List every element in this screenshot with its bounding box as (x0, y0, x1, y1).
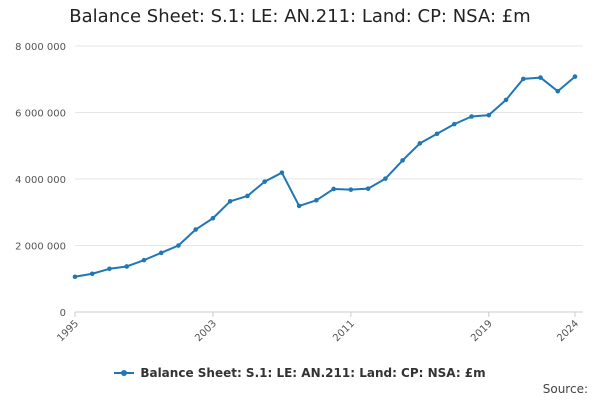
data-point[interactable] (296, 203, 302, 209)
x-tick-label: 2024 (555, 318, 581, 344)
y-tick-label: 6 000 000 (15, 109, 66, 120)
grid-lines (75, 45, 583, 246)
data-point[interactable] (434, 131, 440, 137)
data-point[interactable] (555, 88, 561, 94)
data-point[interactable] (107, 266, 112, 272)
data-point[interactable] (262, 179, 267, 184)
legend-label: Balance Sheet: S.1: LE: AN.211: Land: CP… (140, 366, 486, 380)
series-line (74, 75, 576, 278)
data-point[interactable] (279, 170, 285, 175)
data-point[interactable] (176, 243, 181, 248)
data-point[interactable] (400, 158, 405, 163)
y-axis: 0 2 000 000 4 000 000 6 000 000 8 000 000 (15, 42, 66, 319)
data-point[interactable] (245, 193, 250, 199)
chart-title: Balance Sheet: S.1: LE: AN.211: Land: CP… (69, 6, 531, 27)
x-tick-label: 2019 (469, 318, 495, 344)
data-point[interactable] (452, 121, 457, 127)
x-axis: 1995 2003 2011 2019 2024 (55, 311, 583, 344)
series-layer (72, 74, 578, 280)
data-point[interactable] (417, 141, 423, 146)
data-point[interactable] (383, 176, 388, 181)
data-point[interactable] (193, 227, 198, 232)
data-point[interactable] (314, 197, 319, 203)
data-point[interactable] (469, 114, 474, 119)
data-point[interactable] (124, 264, 130, 269)
data-point[interactable] (572, 74, 578, 79)
data-point[interactable] (331, 186, 336, 192)
data-point[interactable] (141, 257, 147, 263)
x-tick-label: 1995 (55, 318, 81, 344)
y-tick-label: 2 000 000 (15, 242, 66, 253)
source-label: Source: (542, 382, 588, 396)
y-tick-label: 0 (60, 308, 66, 319)
data-point[interactable] (486, 112, 492, 118)
data-point[interactable] (365, 186, 371, 191)
data-point[interactable] (210, 215, 216, 221)
data-point[interactable] (503, 97, 509, 103)
data-point[interactable] (538, 75, 543, 80)
data-point[interactable] (72, 274, 78, 280)
legend[interactable]: Balance Sheet: S.1: LE: AN.211: Land: CP… (0, 366, 600, 380)
x-tick-label: 2003 (193, 318, 219, 344)
data-point[interactable] (89, 271, 95, 277)
y-tick-label: 8 000 000 (15, 42, 66, 53)
data-point[interactable] (520, 76, 526, 82)
y-tick-label: 4 000 000 (15, 175, 66, 186)
data-point[interactable] (348, 187, 354, 192)
data-point[interactable] (227, 198, 233, 204)
x-tick-label: 2011 (331, 318, 357, 344)
data-point[interactable] (158, 250, 164, 256)
legend-swatch (114, 368, 135, 378)
